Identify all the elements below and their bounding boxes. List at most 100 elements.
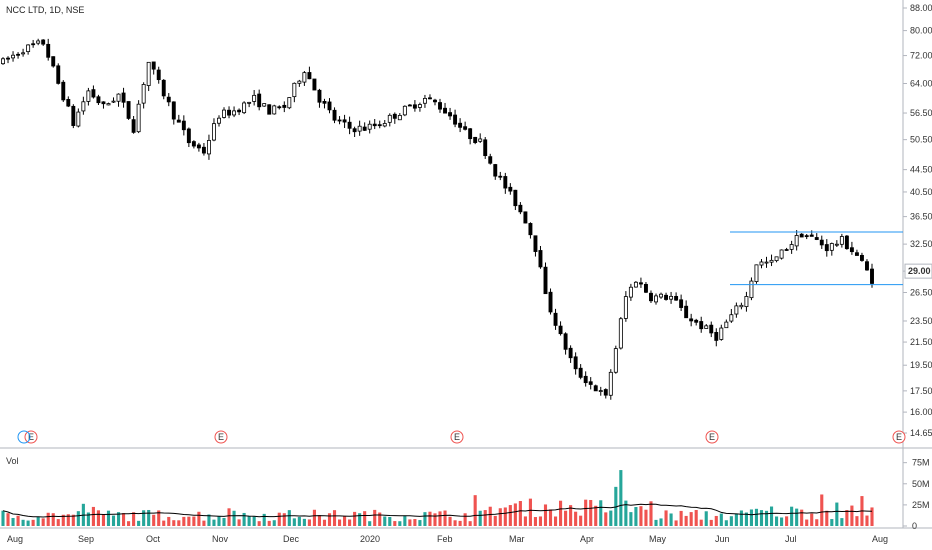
volume-bar [564,510,568,526]
volume-bar [443,510,447,526]
candle [111,100,116,103]
volume-bar [11,517,15,526]
volume-bar [739,510,743,526]
volume-bar [61,514,65,526]
volume-bar [659,518,663,526]
volume-bar [548,509,553,526]
candle [578,367,583,378]
candle [146,61,151,86]
volume-bar [21,519,25,526]
candle [312,78,317,91]
candle [1,58,5,65]
earnings-marker[interactable] [24,430,38,444]
volume-bar [579,515,583,526]
volume-bar [167,516,171,526]
volume-bar [373,509,377,526]
volume-bar [121,513,126,526]
candle [126,101,131,119]
candle [659,293,663,298]
volume-bar [684,515,688,526]
volume-bar [463,513,467,526]
volume-tick-label: 0 [912,521,917,531]
candle [543,266,548,295]
time-axis-label: Dec [283,534,300,544]
earnings-marker[interactable] [705,430,719,444]
volume-bar [785,516,789,526]
volume-bar [36,516,40,526]
volume-bar [584,499,588,526]
earnings-marker[interactable] [214,430,228,444]
candle [664,294,669,300]
candle [86,90,91,102]
candle [784,249,789,251]
volume-bar [679,510,683,526]
candle [618,318,623,349]
volume-bar [86,512,90,526]
dividend-marker[interactable] [17,430,31,444]
time-axis-label: Mar [509,534,525,544]
volume-bar [363,511,367,526]
candle [809,234,814,237]
candle [56,65,61,84]
volume-bar [478,510,482,526]
candle [237,109,242,113]
candle [794,235,799,247]
candle [859,254,864,261]
volume-bar [589,499,593,526]
time-axis-label: Aug [872,534,888,544]
candle [734,305,739,315]
volume-bar [769,506,774,526]
volume-bar [699,519,703,526]
candle [156,69,161,81]
time-axis-label: Jul [785,534,797,544]
candle [307,72,312,80]
candle [568,347,573,359]
volume-bar [835,502,839,526]
candle [217,117,221,124]
volume-bar [820,494,824,526]
candle [493,164,498,177]
candle [558,325,563,335]
volume-label: Vol [6,456,19,466]
candle [498,175,503,178]
time-axis-label: Nov [212,534,229,544]
volume-bar [182,516,186,526]
candle [357,125,362,132]
volume-bar [669,513,673,526]
volume-bar [157,510,161,526]
volume-bar [66,514,70,526]
volume-bar [106,510,111,526]
candle [36,40,41,44]
earnings-marker[interactable] [892,430,906,444]
candle [508,186,513,192]
volume-bar [865,515,869,526]
volume-bar [634,506,638,526]
volume-bar [810,513,814,526]
candle [26,44,31,53]
candle [719,327,724,340]
candle [61,81,66,101]
price-tick-label: 32.50 [910,239,932,249]
volume-bar [197,511,201,526]
volume-bar [599,500,603,526]
volume-bar [343,515,347,526]
candle [834,243,839,246]
candle [644,283,648,293]
candle [71,105,76,126]
volume-bar [252,516,256,526]
volume-bar [508,505,512,526]
candle [583,375,588,384]
volume-bar [393,521,397,526]
earnings-marker[interactable] [450,430,464,444]
candle [478,138,483,142]
volume-bar [574,511,578,526]
volume-bar [619,470,623,526]
candle [538,250,543,268]
volume-bar [674,520,678,526]
volume-bar [533,517,538,526]
candle [598,390,603,392]
volume-bar [348,519,352,526]
volume-bar [272,520,276,526]
candle [131,119,136,133]
